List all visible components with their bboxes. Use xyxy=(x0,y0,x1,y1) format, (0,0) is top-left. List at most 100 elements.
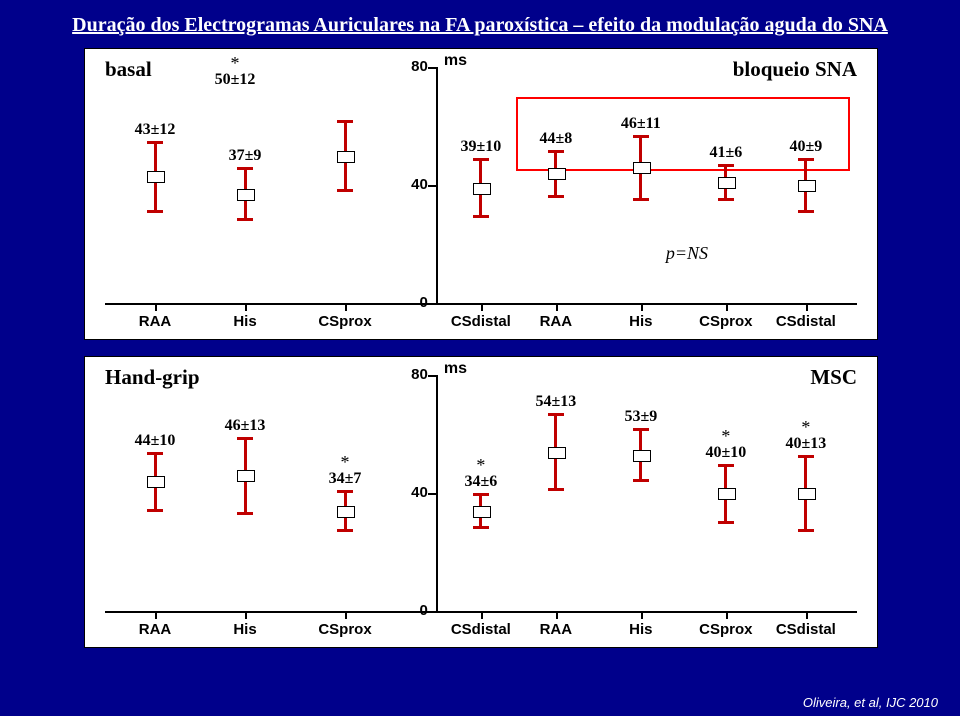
xtick-label: CSdistal xyxy=(766,621,846,638)
data-label: 46±11 xyxy=(611,115,671,133)
error-cap xyxy=(633,135,649,138)
error-cap xyxy=(473,526,489,529)
mean-marker xyxy=(147,171,165,183)
y-axis-unit: ms xyxy=(444,52,467,70)
xtick-label: His xyxy=(601,621,681,638)
data-label: 50±12 xyxy=(205,71,265,89)
error-cap xyxy=(147,452,163,455)
mean-marker xyxy=(237,470,255,482)
mean-marker xyxy=(548,168,566,180)
mean-marker xyxy=(798,488,816,500)
mean-marker xyxy=(798,180,816,192)
error-cap xyxy=(147,141,163,144)
ytick-label: 80 xyxy=(400,366,428,383)
xtick-label: CSprox xyxy=(686,621,766,638)
ytick-mark xyxy=(428,375,436,377)
mean-marker xyxy=(337,506,355,518)
xtick-mark xyxy=(245,611,247,619)
error-cap xyxy=(548,488,564,491)
error-cap xyxy=(718,521,734,524)
citation: Oliveira, et al, IJC 2010 xyxy=(803,695,938,710)
panel-label-left: Hand-grip xyxy=(105,365,200,390)
xtick-label: CSprox xyxy=(305,621,385,638)
error-cap xyxy=(548,150,564,153)
error-cap xyxy=(337,189,353,192)
xtick-mark xyxy=(245,303,247,311)
ytick-mark xyxy=(428,185,436,187)
significance-star: * xyxy=(716,426,736,447)
xtick-mark xyxy=(556,303,558,311)
y-axis xyxy=(436,67,438,303)
data-label: 54±13 xyxy=(526,393,586,411)
error-cap xyxy=(633,198,649,201)
error-cap xyxy=(473,158,489,161)
xtick-label: RAA xyxy=(115,621,195,638)
mean-marker xyxy=(718,177,736,189)
significance-star: * xyxy=(796,417,816,438)
xtick-label: His xyxy=(205,621,285,638)
xtick-mark xyxy=(726,303,728,311)
xtick-label: RAA xyxy=(516,621,596,638)
xtick-mark xyxy=(345,303,347,311)
error-cap xyxy=(337,120,353,123)
error-cap xyxy=(718,464,734,467)
xtick-mark xyxy=(481,611,483,619)
panel-label-left: basal xyxy=(105,57,152,82)
error-cap xyxy=(718,198,734,201)
xtick-mark xyxy=(155,611,157,619)
data-label: 44±10 xyxy=(125,432,185,450)
significance-star: * xyxy=(471,455,491,476)
data-label: 46±13 xyxy=(215,417,275,435)
ytick-label: 80 xyxy=(400,58,428,75)
plot-area: 04080msRAAHisCSproxCSdistalRAAHisCSproxC… xyxy=(85,49,877,339)
plot-area: 04080msRAAHisCSproxCSdistalRAAHisCSproxC… xyxy=(85,357,877,647)
y-axis xyxy=(436,375,438,611)
xtick-mark xyxy=(345,611,347,619)
mean-marker xyxy=(147,476,165,488)
xtick-label: CSdistal xyxy=(766,313,846,330)
xtick-label: His xyxy=(601,313,681,330)
data-label: 41±6 xyxy=(696,144,756,162)
error-cap xyxy=(473,215,489,218)
error-cap xyxy=(237,512,253,515)
data-label: 43±12 xyxy=(125,121,185,139)
error-cap xyxy=(633,479,649,482)
xtick-label: His xyxy=(205,313,285,330)
xtick-label: CSdistal xyxy=(441,621,521,638)
error-cap xyxy=(548,413,564,416)
y-axis-unit: ms xyxy=(444,360,467,378)
error-cap xyxy=(337,529,353,532)
mean-marker xyxy=(473,183,491,195)
mean-marker xyxy=(633,162,651,174)
error-cap xyxy=(798,158,814,161)
error-cap xyxy=(147,509,163,512)
data-label: 53±9 xyxy=(611,408,671,426)
mean-marker xyxy=(237,189,255,201)
error-cap xyxy=(548,195,564,198)
error-cap xyxy=(237,167,253,170)
chart-basal-bloqueio: 04080msRAAHisCSproxCSdistalRAAHisCSproxC… xyxy=(84,48,878,340)
xtick-mark xyxy=(481,303,483,311)
mean-marker xyxy=(473,506,491,518)
data-label: 39±10 xyxy=(451,138,511,156)
error-cap xyxy=(633,428,649,431)
error-cap xyxy=(147,210,163,213)
error-cap xyxy=(798,210,814,213)
mean-marker xyxy=(633,450,651,462)
xtick-mark xyxy=(641,303,643,311)
error-cap xyxy=(337,490,353,493)
xtick-mark xyxy=(641,611,643,619)
mean-marker xyxy=(548,447,566,459)
panel-label-right: bloqueio SNA xyxy=(733,57,857,82)
p-value-note: p=NS xyxy=(666,243,708,264)
significance-star: * xyxy=(335,452,355,473)
mean-marker xyxy=(718,488,736,500)
xtick-label: CSdistal xyxy=(441,313,521,330)
error-cap xyxy=(473,493,489,496)
xtick-label: RAA xyxy=(115,313,195,330)
chart-handgrip-msc: 04080msRAAHisCSproxCSdistalRAAHisCSproxC… xyxy=(84,356,878,648)
page-title: Duração dos Electrogramas Auriculares na… xyxy=(0,14,960,37)
ytick-label: 40 xyxy=(400,484,428,501)
error-cap xyxy=(237,437,253,440)
error-cap xyxy=(718,164,734,167)
